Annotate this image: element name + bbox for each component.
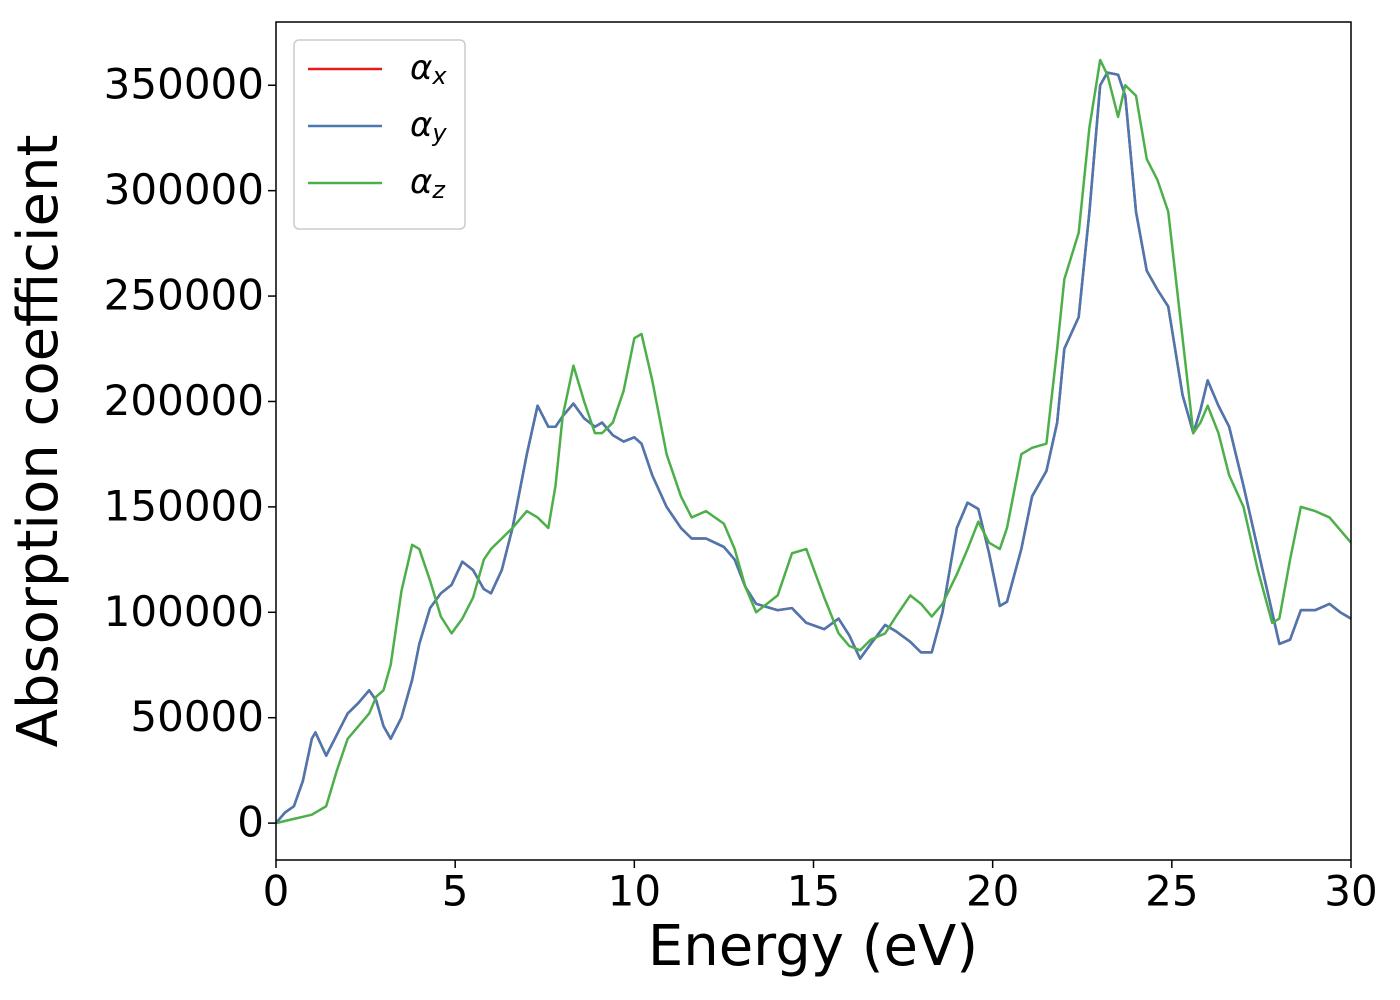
y-tick-label: 150000 (104, 481, 264, 530)
legend-label: αx (410, 48, 447, 91)
y-tick-label: 0 (237, 798, 264, 847)
y-tick-label: 250000 (104, 271, 264, 320)
line-series (276, 58, 1351, 825)
x-tick-label: 15 (787, 867, 840, 916)
y-tick-label: 300000 (104, 165, 264, 214)
x-tick-label: 20 (966, 867, 1019, 916)
legend-label: αz (410, 162, 446, 205)
x-axis-label: Energy (eV) (648, 914, 978, 979)
y-tick-label: 350000 (104, 60, 264, 109)
x-tick-label: 10 (608, 867, 661, 916)
x-tick-label: 30 (1324, 867, 1377, 916)
y-axis-label: Absorption coefficient (6, 135, 71, 748)
plot-frame (275, 21, 1352, 861)
x-tick-label: 5 (442, 867, 469, 916)
legend-label: αy (410, 105, 447, 148)
y-tick-label: 50000 (130, 692, 264, 741)
y-tick-label: 200000 (104, 376, 264, 425)
x-tick-label: 0 (263, 867, 290, 916)
y-tick-label: 100000 (104, 587, 264, 636)
line-series (276, 71, 1351, 824)
x-tick-label: 25 (1145, 867, 1198, 916)
plot-area (276, 58, 1351, 825)
